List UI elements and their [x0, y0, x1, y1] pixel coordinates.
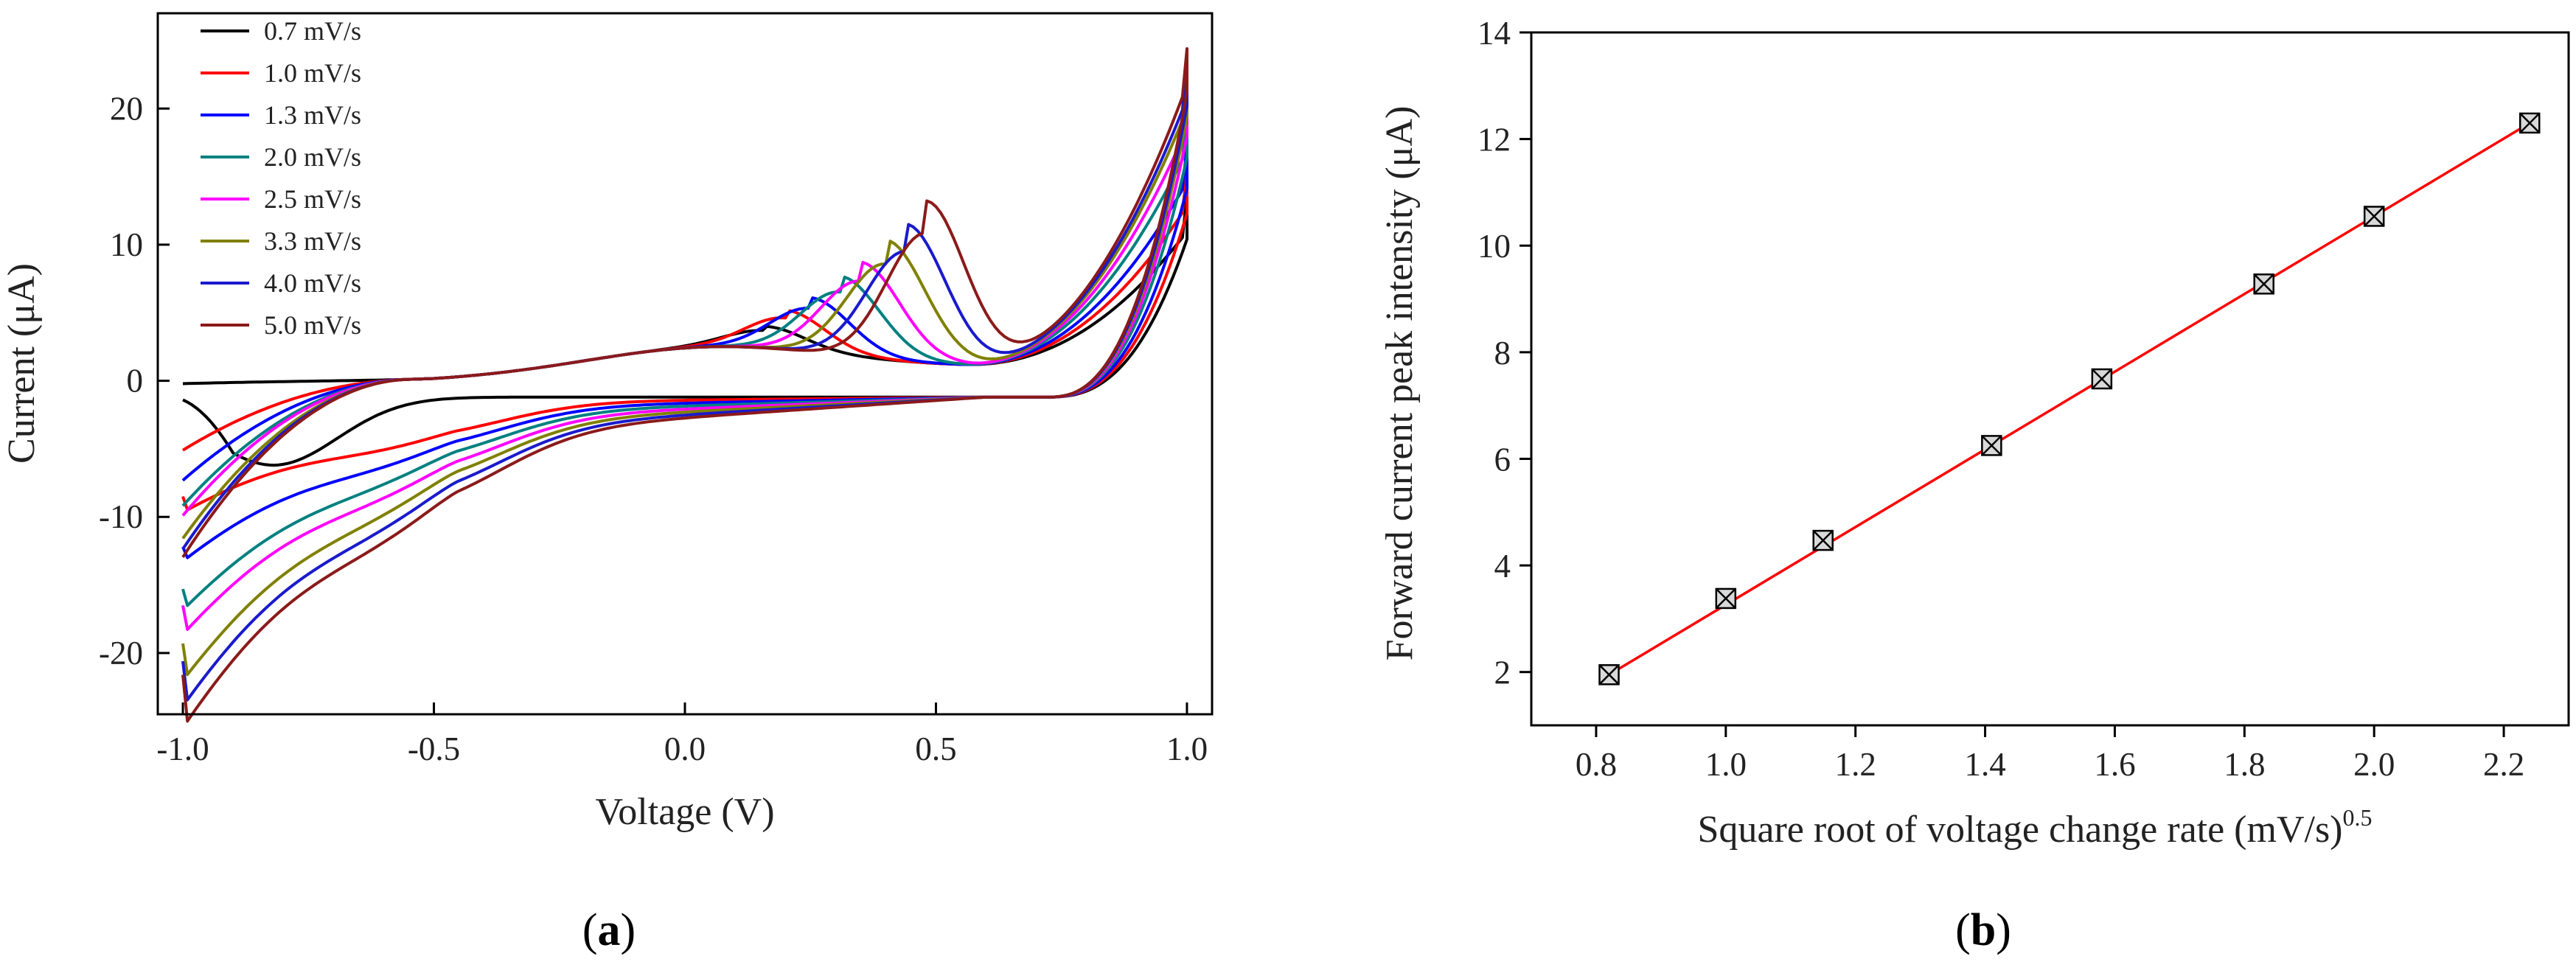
y-tick-label-a: 20	[110, 90, 143, 127]
panel-label-b: (b)	[1955, 905, 2011, 955]
legend-label: 2.0 mV/s	[264, 142, 361, 172]
cv-curves	[181, 47, 1188, 723]
x-tick-label-a: 1.0	[1166, 730, 1208, 767]
legend-label: 4.0 mV/s	[264, 268, 361, 298]
x-axis-title-b: Square root of voltage change rate (mV/s…	[1697, 804, 2372, 851]
chart-b: 0.8 1.0 1.2 1.4 1.6 1.8 2.0 2.2 2 4 6 8 10 12 14 Squa…	[1379, 15, 2570, 955]
cv-curve	[181, 91, 1188, 631]
x-tick-label-b: 1.0	[1705, 746, 1747, 783]
fit-line	[1608, 122, 2531, 676]
legend-label: 1.3 mV/s	[264, 100, 361, 130]
chart-a: -1.0 -0.5 0.0 0.5 1.0 -20 -10 0 10 20 0.7 mV/s 1.…	[1, 12, 1214, 955]
x-axis-a: -1.0 -0.5 0.0 0.5 1.0	[156, 702, 1208, 767]
data-point	[1598, 664, 1620, 686]
plot-frame-b	[1530, 31, 2570, 727]
y-tick-label-a: 0	[127, 363, 144, 400]
x-tick-label-a: 0.0	[664, 730, 706, 767]
x-tick-label-a: -1.0	[156, 730, 209, 767]
y-tick-label-a: -20	[99, 635, 143, 672]
x-tick-label-b: 2.0	[2353, 746, 2395, 783]
y-tick-label-a: -10	[99, 498, 143, 535]
x-tick-label-a: 0.5	[915, 730, 956, 767]
x-tick-label-b: 1.2	[1835, 746, 1876, 783]
x-tick-label-b: 2.2	[2483, 746, 2524, 783]
y-tick-label-a: 10	[110, 226, 143, 263]
data-point	[2091, 368, 2113, 390]
x-tick-label-b: 1.6	[2094, 746, 2135, 783]
x-tick-label-b: 1.4	[1964, 746, 2005, 783]
data-point	[2253, 273, 2274, 295]
panel-label-a: (a)	[582, 905, 636, 955]
legend-label: 3.3 mV/s	[264, 226, 361, 256]
legend-label: 0.7 mV/s	[264, 16, 361, 46]
cv-curve	[181, 47, 1188, 723]
y-tick-label-b: 6	[1494, 441, 1511, 478]
y-axis-b: 2 4 6 8 10 12 14	[1477, 15, 1531, 691]
y-tick-label-b: 2	[1494, 655, 1511, 691]
y-axis-title-a: Current (μA)	[1, 263, 43, 464]
legend-label: 2.5 mV/s	[264, 184, 361, 214]
x-tick-label-a: -0.5	[408, 730, 460, 767]
data-points	[1598, 112, 2541, 686]
data-point	[1981, 435, 2002, 456]
data-point	[1812, 529, 1834, 551]
legend-label: 5.0 mV/s	[264, 310, 361, 340]
y-tick-label-b: 12	[1477, 122, 1511, 158]
legend-a: 0.7 mV/s 1.0 mV/s 1.3 mV/s 2.0 mV/s 2.5 mV/s…	[201, 16, 361, 340]
y-tick-label-b: 8	[1494, 335, 1511, 372]
x-axis-title-a: Voltage (V)	[595, 791, 774, 833]
data-point	[2518, 112, 2541, 134]
data-point	[2363, 206, 2385, 227]
x-tick-label-b: 0.8	[1576, 746, 1617, 783]
x-tick-label-b: 1.8	[2224, 746, 2265, 783]
fit-line-group	[1608, 122, 2531, 676]
y-axis-a: -20 -10 0 10 20	[99, 90, 170, 672]
legend-label: 1.0 mV/s	[264, 58, 361, 88]
y-tick-label-b: 4	[1494, 548, 1511, 585]
y-tick-label-b: 10	[1477, 228, 1511, 265]
data-point	[1715, 587, 1737, 610]
x-axis-b: 0.8 1.0 1.2 1.4 1.6 1.8 2.0 2.2	[1576, 725, 2524, 783]
y-tick-label-b: 14	[1477, 15, 1511, 52]
y-axis-title-b: Forward current peak intensity (μA)	[1379, 106, 1421, 661]
